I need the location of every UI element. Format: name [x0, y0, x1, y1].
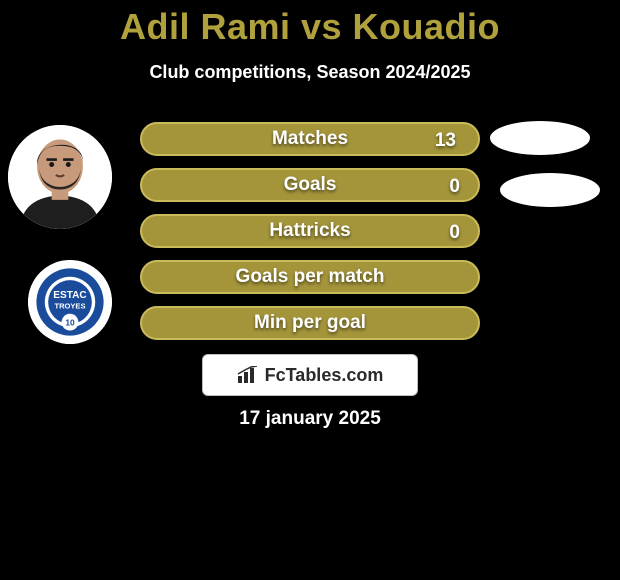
- stat-row: Min per goal: [140, 306, 480, 340]
- stat-row: Goals per match: [140, 260, 480, 294]
- stat-row: Hattricks0: [140, 214, 480, 248]
- stat-label: Hattricks: [142, 214, 478, 248]
- fctables-inner: FcTables.com: [237, 365, 384, 386]
- stat-row: Goals0: [140, 168, 480, 202]
- fctables-attribution: FcTables.com: [202, 354, 418, 396]
- svg-text:ESTAC: ESTAC: [53, 290, 86, 301]
- player-avatar: [8, 125, 112, 229]
- bar-chart-icon: [237, 366, 259, 384]
- player-avatar-svg: [8, 125, 112, 229]
- svg-text:10: 10: [65, 318, 75, 328]
- stat-label: Matches: [142, 122, 478, 156]
- stat-label: Min per goal: [142, 306, 478, 340]
- date-label: 17 january 2025: [0, 408, 620, 430]
- stat-value: 0: [449, 170, 460, 204]
- side-bubble: [490, 121, 590, 155]
- stat-value: 0: [449, 216, 460, 250]
- stat-value: 13: [435, 124, 456, 158]
- team-badge: 1986 ESTACTROYES 10: [28, 260, 112, 344]
- stat-row: Matches13: [140, 122, 480, 156]
- page-title: Adil Rami vs Kouadio: [0, 6, 620, 48]
- side-bubble: [500, 173, 600, 207]
- fctables-text: FcTables.com: [265, 365, 384, 386]
- infographic-canvas: Adil Rami vs Kouadio Club competitions, …: [0, 0, 620, 580]
- svg-text:1986: 1986: [62, 267, 79, 276]
- svg-text:TROYES: TROYES: [54, 302, 85, 311]
- subtitle: Club competitions, Season 2024/2025: [0, 62, 620, 83]
- team-badge-svg: 1986 ESTACTROYES 10: [28, 260, 112, 344]
- stat-label: Goals per match: [142, 260, 478, 294]
- stat-label: Goals: [142, 168, 478, 202]
